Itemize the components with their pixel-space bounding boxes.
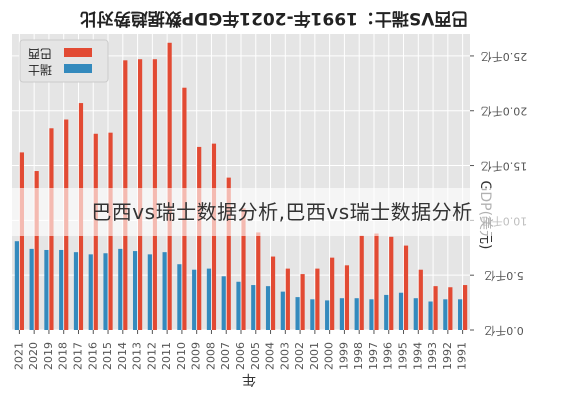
bar-brazil	[270, 256, 276, 330]
x-tick-label: 2011	[160, 342, 173, 370]
x-tick-label: 2003	[278, 342, 291, 370]
bar-switzerland	[443, 299, 448, 330]
bar-brazil	[330, 257, 335, 330]
bar-brazil	[403, 245, 409, 330]
bar-brazil	[418, 269, 423, 330]
bar-switzerland	[458, 299, 463, 330]
legend-swatch	[64, 48, 92, 57]
bar-switzerland	[413, 298, 418, 330]
bar-switzerland	[369, 299, 374, 330]
bar-switzerland	[325, 300, 330, 330]
bar-brazil	[197, 146, 202, 330]
bar-switzerland	[398, 292, 404, 330]
bar-brazil	[226, 177, 231, 330]
bar-switzerland	[192, 269, 197, 330]
x-tick-label: 1997	[367, 342, 380, 370]
legend-swatch	[64, 64, 92, 73]
y-tick-label: 25.0千亿	[481, 50, 528, 63]
legend-label: 瑞士	[28, 63, 52, 77]
y-tick-label: 0.0千亿	[484, 324, 524, 337]
bar-switzerland	[339, 298, 345, 330]
x-tick-label: 2017	[71, 342, 84, 370]
bar-brazil	[315, 268, 320, 330]
bar-switzerland	[236, 281, 241, 330]
x-tick-label: 2014	[116, 342, 129, 370]
x-tick-label: 2012	[145, 342, 158, 370]
bar-switzerland	[103, 253, 108, 330]
bar-switzerland	[428, 301, 433, 330]
bar-brazil	[19, 152, 24, 330]
bar-brazil	[34, 171, 39, 330]
x-tick-label: 1992	[441, 342, 454, 370]
x-tick-label: 2004	[264, 342, 277, 370]
bar-switzerland	[14, 241, 19, 330]
x-tick-label: 2005	[249, 342, 262, 370]
x-tick-label: 2019	[42, 342, 55, 370]
bar-switzerland	[280, 291, 285, 330]
bar-brazil	[448, 287, 453, 330]
bar-brazil	[374, 233, 379, 330]
x-tick-label: 2002	[293, 342, 306, 370]
legend-label: 巴西	[28, 47, 52, 61]
bar-switzerland	[251, 285, 256, 330]
bar-switzerland	[44, 249, 49, 330]
x-tick-label: 1998	[352, 342, 365, 370]
bar-brazil	[256, 232, 261, 330]
x-tick-label: 1995	[397, 342, 410, 370]
x-tick-label: 2021	[12, 342, 25, 370]
bar-brazil	[344, 265, 350, 330]
bar-switzerland	[88, 254, 93, 330]
x-tick-label: 2018	[57, 342, 70, 370]
bar-switzerland	[354, 298, 359, 330]
bar-switzerland	[162, 252, 167, 330]
bar-switzerland	[265, 286, 271, 330]
x-tick-label: 2020	[27, 342, 40, 370]
bar-switzerland	[73, 252, 79, 330]
x-tick-label: 2001	[308, 342, 321, 370]
bar-switzerland	[221, 276, 226, 330]
x-tick-label: 2015	[101, 342, 114, 370]
x-tick-label: 1994	[411, 342, 424, 370]
bar-switzerland	[132, 251, 138, 330]
watermark-banner: 巴西vs瑞士数据分析,巴西vs瑞士数据分析	[0, 188, 564, 236]
x-tick-label: 1996	[382, 342, 395, 370]
x-tick-label: 2009	[190, 342, 203, 370]
y-tick-label: 20.0千亿	[481, 105, 528, 118]
bar-switzerland	[177, 264, 182, 330]
bar-switzerland	[147, 254, 152, 330]
bar-switzerland	[206, 268, 212, 330]
bar-brazil	[359, 235, 364, 330]
x-tick-label: 2010	[175, 342, 188, 370]
x-tick-label: 2008	[204, 342, 217, 370]
x-axis-label: 年	[242, 371, 256, 387]
y-tick-label: 5.0千亿	[484, 269, 524, 282]
bar-switzerland	[59, 249, 64, 330]
x-tick-label: 2016	[86, 342, 99, 370]
x-tick-label: 1991	[456, 342, 469, 370]
bar-brazil	[300, 274, 305, 330]
y-tick-label: 15.0千亿	[481, 160, 528, 173]
bar-switzerland	[384, 294, 389, 330]
bar-brazil	[167, 42, 172, 330]
bar-switzerland	[118, 248, 123, 330]
bar-brazil	[389, 236, 394, 330]
bar-switzerland	[295, 297, 300, 330]
x-tick-label: 2013	[131, 342, 144, 370]
bar-brazil	[285, 268, 290, 330]
x-tick-label: 2006	[234, 342, 247, 370]
x-tick-label: 2007	[219, 342, 232, 370]
bar-brazil	[463, 285, 468, 330]
x-tick-label: 2000	[323, 342, 336, 370]
bar-switzerland	[310, 299, 315, 330]
bar-switzerland	[29, 248, 34, 330]
x-tick-label: 1999	[337, 342, 350, 370]
x-tick-label: 1993	[426, 342, 439, 370]
bar-brazil	[433, 286, 438, 330]
bar-brazil	[211, 143, 217, 330]
bar-brazil	[241, 208, 246, 330]
